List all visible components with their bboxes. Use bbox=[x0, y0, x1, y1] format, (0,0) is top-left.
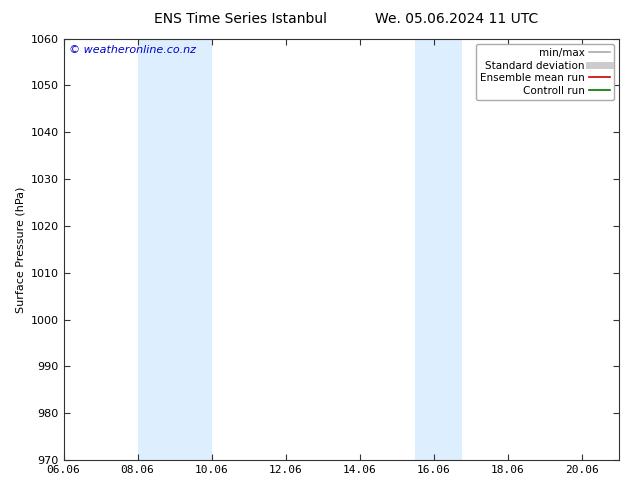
Text: © weatheronline.co.nz: © weatheronline.co.nz bbox=[69, 45, 196, 55]
Text: ENS Time Series Istanbul: ENS Time Series Istanbul bbox=[155, 12, 327, 26]
Text: We. 05.06.2024 11 UTC: We. 05.06.2024 11 UTC bbox=[375, 12, 538, 26]
Y-axis label: Surface Pressure (hPa): Surface Pressure (hPa) bbox=[15, 186, 25, 313]
Bar bbox=[415, 39, 462, 460]
Bar bbox=[138, 39, 212, 460]
Legend: min/max, Standard deviation, Ensemble mean run, Controll run: min/max, Standard deviation, Ensemble me… bbox=[476, 44, 614, 100]
